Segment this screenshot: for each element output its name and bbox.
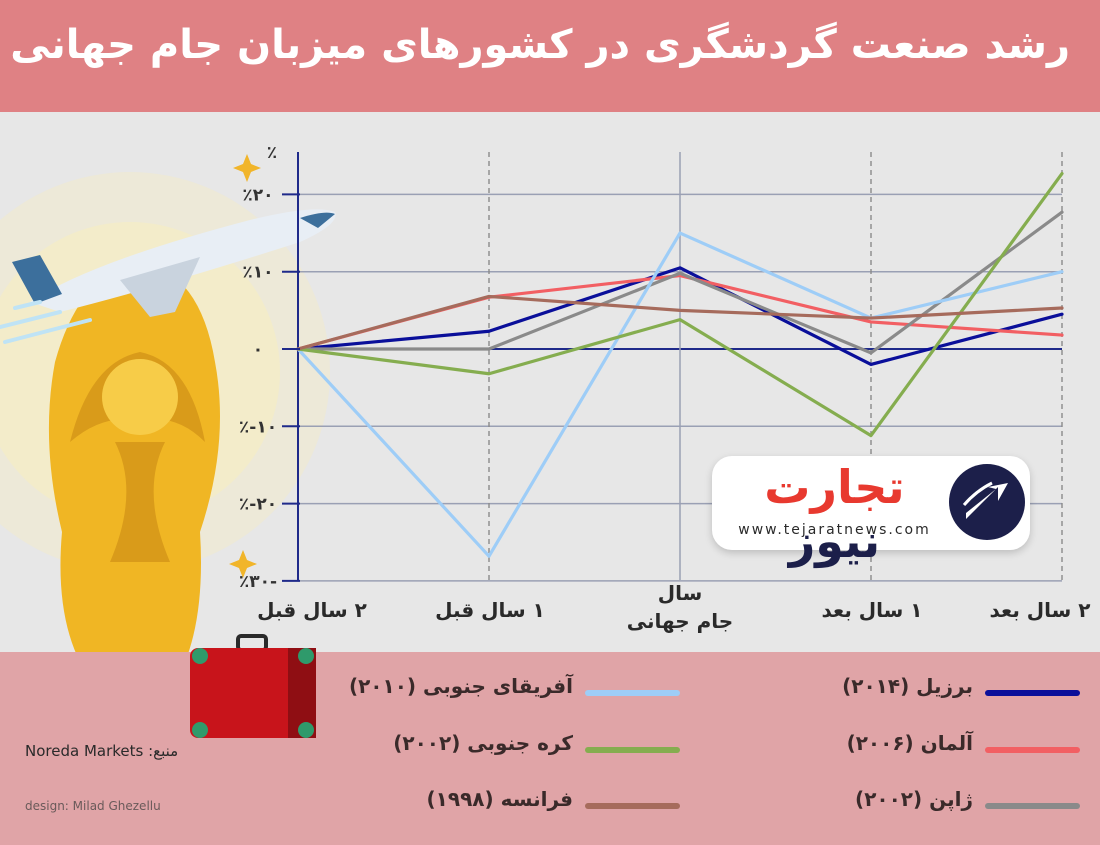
brand-rest-text: نیوز	[788, 514, 881, 568]
legend-band	[0, 652, 1100, 845]
page-title: رشد صنعت گردشگری در کشورهای میزبان جام ج…	[10, 22, 1070, 68]
series-group	[296, 171, 1064, 558]
brand-url: www.tejaratnews.com	[738, 522, 931, 538]
x-tick-label: ۲ سال بعد	[989, 598, 1090, 622]
y-tick-label: ٪۳۰-	[239, 572, 277, 592]
legend-label: آفریقای جنوبی (۲۰۱۰)	[348, 674, 573, 698]
y-tick-label: ٪۲۰	[242, 185, 273, 205]
series-line	[296, 171, 1064, 438]
legend-swatch	[585, 803, 680, 809]
legend-label: برزیل (۲۰۱۴)	[842, 674, 973, 698]
airplane-icon	[0, 209, 336, 344]
brand-logo-text: تجارت نیوز	[722, 460, 947, 568]
legend-label: کره جنوبی (۲۰۰۲)	[393, 731, 573, 755]
x-axis-ticks: ۲ سال قبل ۱ سال قبل سال جام جهانی ۱ سال بعد ۲…	[257, 581, 1090, 633]
y-axis-unit-label: ٪	[267, 143, 277, 163]
y-tick-label: ٪-۲۰	[239, 495, 277, 515]
y-tick-label: ٪-۱۰	[239, 417, 277, 437]
legend-label: فرانسه (۱۹۹۸)	[426, 787, 573, 811]
x-tick-label: ۱ سال قبل	[435, 598, 545, 622]
y-tick-label: ۰	[253, 340, 263, 360]
legend-swatch	[985, 690, 1080, 696]
x-tick-label: جام جهانی	[627, 609, 733, 633]
legend-swatch	[585, 747, 680, 753]
legend-swatch	[985, 803, 1080, 809]
x-tick-label: ۲ سال قبل	[257, 598, 367, 622]
y-axis-ticks: ٪ ٪۲۰ ٪۱۰ ۰ ٪-۱۰ ٪-۲۰ ٪۳۰-	[239, 143, 300, 592]
y-tick-label: ٪۱۰	[242, 263, 273, 283]
series-line	[296, 294, 1064, 351]
legend-label: آلمان (۲۰۰۶)	[846, 731, 973, 755]
series-line	[296, 231, 1064, 558]
legend-swatch	[985, 747, 1080, 753]
brand-logo-icon	[949, 464, 1025, 540]
line-chart: ٪ ٪۲۰ ٪۱۰ ۰ ٪-۱۰ ٪-۲۰ ٪۳۰- ۲ سال قبل ۱ سال قبل س…	[239, 143, 1091, 633]
x-tick-label: ۱ سال بعد	[821, 598, 922, 622]
brand-accent-text: تجارت	[764, 460, 905, 514]
header-banner: رشد صنعت گردشگری در کشورهای میزبان جام ج…	[0, 0, 1100, 112]
source-label: منبع: Noreda Markets	[25, 742, 179, 760]
sparkle-icon	[229, 154, 261, 578]
suitcase-icon	[190, 634, 316, 738]
legend-label: ژاپن (۲۰۰۲)	[855, 787, 973, 811]
legend-swatch	[585, 690, 680, 696]
designer-credit: design: Milad Ghezellu	[25, 799, 161, 813]
series-line	[296, 210, 1064, 355]
x-tick-label: سال	[658, 581, 703, 605]
